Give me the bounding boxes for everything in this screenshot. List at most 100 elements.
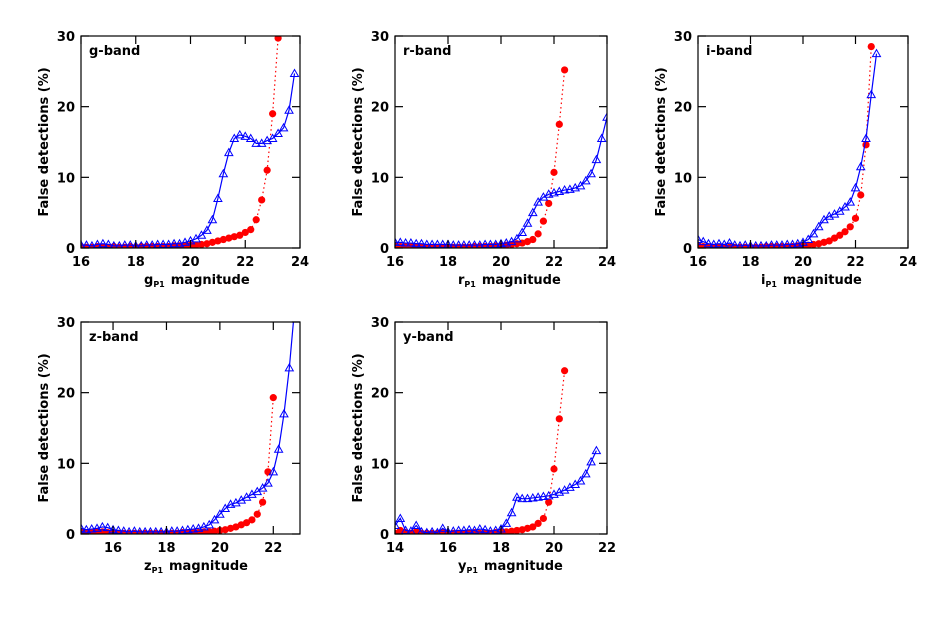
data-point: [602, 112, 607, 121]
x-axis-label-rest: magnitude: [169, 559, 248, 574]
y-tick-label: 0: [66, 528, 75, 543]
y-tick-label: 30: [57, 316, 75, 331]
data-point: [480, 524, 490, 534]
data-point: [508, 527, 516, 534]
data-point: [291, 304, 299, 311]
data-point: [575, 475, 586, 485]
data-point: [841, 228, 849, 236]
y-axis-label: False detections (%): [654, 67, 669, 216]
data-point: [861, 133, 871, 142]
data-point: [395, 520, 400, 530]
data-point: [257, 483, 268, 492]
data-point: [527, 207, 538, 217]
data-point: [162, 526, 171, 534]
y-tick-label: 0: [380, 242, 389, 257]
data-point: [517, 227, 528, 236]
data-point: [803, 234, 814, 244]
data-point: [580, 468, 591, 478]
data-point: [545, 498, 553, 506]
y-tick-label: 10: [57, 457, 75, 472]
data-point: [586, 168, 596, 178]
plot-area: [81, 304, 299, 534]
x-tick-label: 22: [545, 255, 563, 270]
data-point: [253, 510, 261, 518]
x-axis-label-rest: magnitude: [171, 273, 250, 288]
data-point: [400, 238, 411, 247]
data-point: [534, 230, 542, 238]
plot-area: [395, 66, 607, 248]
data-point: [119, 526, 129, 534]
axes-frame: [697, 35, 909, 249]
data-point: [268, 466, 279, 476]
data-point: [529, 523, 537, 531]
y-axis-label: False detections (%): [351, 67, 366, 216]
data-point: [167, 526, 177, 534]
data-point: [767, 240, 776, 248]
data-point: [512, 492, 522, 501]
panel-label: r-band: [403, 44, 451, 59]
x-tick-label: 20: [211, 541, 229, 556]
data-point: [241, 228, 249, 237]
data-point: [751, 240, 760, 248]
series-line: [395, 117, 607, 246]
data-point: [740, 240, 750, 248]
data-point: [129, 526, 139, 534]
data-point: [157, 526, 166, 534]
data-point: [517, 493, 528, 503]
data-point: [871, 48, 882, 58]
data-point: [174, 238, 185, 248]
data-point: [218, 168, 229, 178]
data-point: [247, 226, 255, 234]
plot-area: [698, 43, 882, 248]
y-axis-label: False detections (%): [37, 353, 52, 502]
data-point: [395, 237, 406, 246]
data-point: [86, 524, 97, 533]
x-axis-label-main: y: [458, 559, 467, 574]
data-point: [862, 141, 870, 149]
data-point: [550, 168, 558, 176]
x-axis-label: rP1 magnitude: [458, 273, 561, 289]
y-tick-label: 20: [371, 387, 389, 402]
data-point: [411, 238, 422, 248]
data-point: [448, 526, 458, 534]
x-tick-label: 18: [439, 255, 457, 270]
data-point: [698, 234, 703, 244]
x-axis-label-main: i: [761, 273, 765, 288]
data-point: [102, 522, 113, 532]
data-point: [234, 129, 245, 139]
data-point: [730, 240, 740, 248]
x-tick-label: 16: [104, 541, 122, 556]
y-tick-label: 0: [66, 242, 75, 257]
data-point: [180, 237, 190, 246]
y-axis-label: False detections (%): [351, 353, 366, 502]
data-point: [411, 520, 422, 530]
series-line: [395, 450, 597, 534]
data-point: [252, 216, 260, 224]
data-point: [867, 43, 875, 51]
data-point: [207, 214, 218, 224]
axes-frame: [394, 321, 608, 535]
data-point: [259, 498, 267, 506]
data-point: [289, 68, 300, 77]
axes-frame: [80, 35, 301, 249]
data-point: [464, 240, 474, 248]
data-point: [97, 521, 108, 531]
x-tick-label: 16: [386, 255, 404, 270]
data-point: [120, 240, 130, 248]
data-point: [196, 230, 207, 239]
x-tick-label: 24: [291, 255, 309, 270]
data-point: [502, 528, 510, 534]
data-point: [284, 105, 294, 114]
x-tick-label: 22: [236, 255, 254, 270]
x-tick-label: 24: [899, 255, 917, 270]
data-point: [125, 526, 134, 534]
data-point: [263, 166, 271, 174]
data-point: [219, 235, 227, 244]
y-tick-label: 10: [371, 171, 389, 186]
panel: 16 18 20 22 24 0 10 20 30 g-band False detections …: [37, 30, 309, 289]
data-point: [591, 154, 602, 164]
plot-area: [81, 36, 300, 248]
data-point: [208, 238, 216, 246]
axes-frame: [394, 35, 608, 249]
data-point: [522, 218, 533, 227]
